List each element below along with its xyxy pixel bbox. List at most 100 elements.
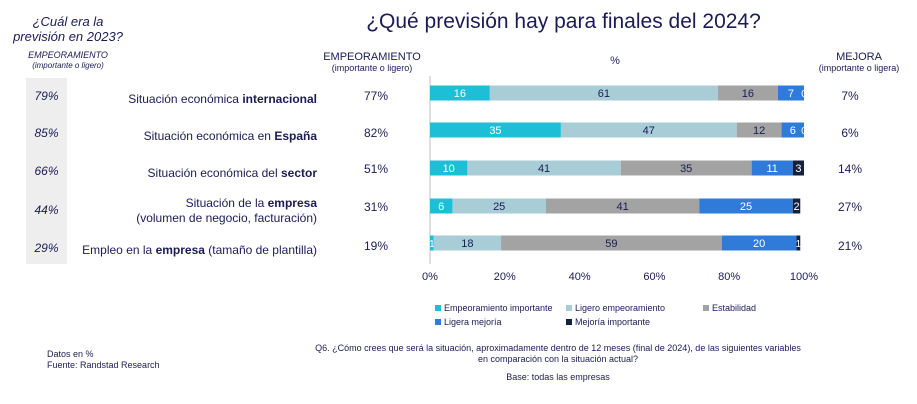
bar-segment <box>430 160 468 176</box>
chart-title: ¿Qué previsión hay para finales del 2024… <box>366 10 761 33</box>
row-label-text: Empleo en la <box>82 243 156 257</box>
data-label: 16 <box>454 88 466 100</box>
row-label-line1: Situación de la empresa <box>136 196 317 211</box>
legend-label: Ligero empeoramiento <box>575 303 665 313</box>
data-label: 12 <box>753 125 765 137</box>
bar-segment <box>792 198 801 214</box>
row-label-suffix: (tamaño de plantilla) <box>204 243 317 257</box>
prev-2023-value: 29% <box>34 241 59 255</box>
bar-segment <box>545 198 700 214</box>
data-label: 61 <box>598 88 610 100</box>
data-label: 35 <box>680 163 692 175</box>
data-label: 25 <box>493 201 505 213</box>
question-text: Q6. ¿Cómo crees que será la situación, a… <box>258 343 858 365</box>
legend-swatch <box>566 305 572 311</box>
data-label: 0 <box>801 89 807 100</box>
x-tick-label: 80% <box>718 271 740 283</box>
worse-total: 19% <box>363 239 389 253</box>
bar-segment <box>699 198 793 214</box>
legend-swatch <box>435 319 441 325</box>
worse-total: 31% <box>363 200 389 214</box>
data-label: 6 <box>790 125 796 137</box>
row-label: Empleo en la empresa (tamaño de plantill… <box>82 243 317 258</box>
better-column-header: MEJORA (importante o ligera) <box>804 52 914 74</box>
data-label: 59 <box>605 238 617 250</box>
row-label-text: Situación de la <box>185 196 268 210</box>
bar-segment <box>430 85 490 101</box>
data-label: 41 <box>616 201 628 213</box>
better-total: 27% <box>837 200 863 214</box>
bar-segment <box>433 235 502 251</box>
better-total: 14% <box>837 162 863 176</box>
bar-segment <box>560 122 737 138</box>
row-label: Situación económica en España <box>144 129 317 144</box>
better-column-header-note: (importante o ligera) <box>818 63 900 73</box>
row-label-bold: España <box>274 129 317 143</box>
data-label: 47 <box>643 125 655 137</box>
row-label: Situación económica del sector <box>148 166 317 181</box>
row-label: Situación económica internacional <box>128 92 317 107</box>
x-tick-label: 100% <box>790 271 818 283</box>
data-label: 3 <box>795 163 801 175</box>
data-label: 7 <box>788 88 794 100</box>
legend-swatch <box>566 319 572 325</box>
better-total: 21% <box>837 239 863 253</box>
bar-segment <box>452 198 546 214</box>
previous-forecast-header: ¿Cuál era la previsión en 2023? <box>8 14 128 44</box>
bar-segment <box>736 122 782 138</box>
legend-swatch <box>435 305 441 311</box>
legend-label: Estabilidad <box>712 303 756 313</box>
previous-forecast-subheader-note: (importante o ligero) <box>32 61 104 70</box>
bar-segment <box>777 85 804 101</box>
row-label-bold: sector <box>280 166 317 180</box>
worse-total: 82% <box>363 126 389 140</box>
data-note: Datos en % <box>47 349 94 359</box>
worse-total: 51% <box>363 162 389 176</box>
prev-2023-value: 66% <box>34 164 59 178</box>
row-label-text: Situación económica del <box>147 166 281 180</box>
data-label: 18 <box>461 238 473 250</box>
percent-header: % <box>610 55 620 67</box>
bar-segment <box>620 160 752 176</box>
source-note: Fuente: Randstad Research <box>47 360 160 370</box>
bar-segment <box>467 160 621 176</box>
row-label-bold: empresa <box>155 243 205 257</box>
x-tick-label: 0% <box>422 271 438 283</box>
prev-2023-value: 79% <box>34 89 59 103</box>
base-note: Base: todas las empresas <box>506 372 610 382</box>
previous-forecast-header-line1: ¿Cuál era la <box>32 14 104 29</box>
row-label: Situación de la empresa (volumen de nego… <box>136 196 317 226</box>
x-tick-label: 40% <box>569 271 591 283</box>
x-tick-label: 20% <box>494 271 516 283</box>
prev-2023-value: 85% <box>34 126 59 140</box>
worse-column-header-label: EMPEORAMIENTO <box>323 51 421 63</box>
data-label: 20 <box>753 238 765 250</box>
legend-label: Empeoramiento importante <box>444 303 553 313</box>
bar-segment <box>796 235 801 251</box>
data-label: 6 <box>438 201 444 213</box>
legend-label: Ligera mejoría <box>444 317 502 327</box>
previous-forecast-header-line2: previsión en 2023? <box>13 29 123 44</box>
bar-segment <box>717 85 778 101</box>
bar-segment <box>489 85 718 101</box>
legend-label: Mejoría importante <box>575 317 650 327</box>
worse-column-header: EMPEORAMIENTO (importante o ligero) <box>322 52 422 74</box>
data-label: 16 <box>742 88 754 100</box>
bar-segment <box>430 122 561 138</box>
data-label: 11 <box>766 163 777 175</box>
prev-2023-value: 44% <box>34 203 59 217</box>
better-column-header-label: MEJORA <box>836 51 882 63</box>
data-label: 2 <box>793 201 799 213</box>
row-label-line2: (volumen de negocio, facturación) <box>136 211 317 225</box>
bar-segment <box>501 235 722 251</box>
question-line2: en comparación con la situación actual? <box>477 354 639 364</box>
x-tick-label: 60% <box>643 271 665 283</box>
row-label-text: Situación económica en <box>143 129 275 143</box>
bar-segment <box>430 235 434 251</box>
question-line1: Q6. ¿Cómo crees que será la situación, a… <box>315 343 801 353</box>
data-label: 1 <box>796 239 802 250</box>
bar-segment <box>751 160 793 176</box>
previous-forecast-subheader: EMPEORAMIENTO <box>28 50 108 60</box>
data-label: 25 <box>740 201 752 213</box>
